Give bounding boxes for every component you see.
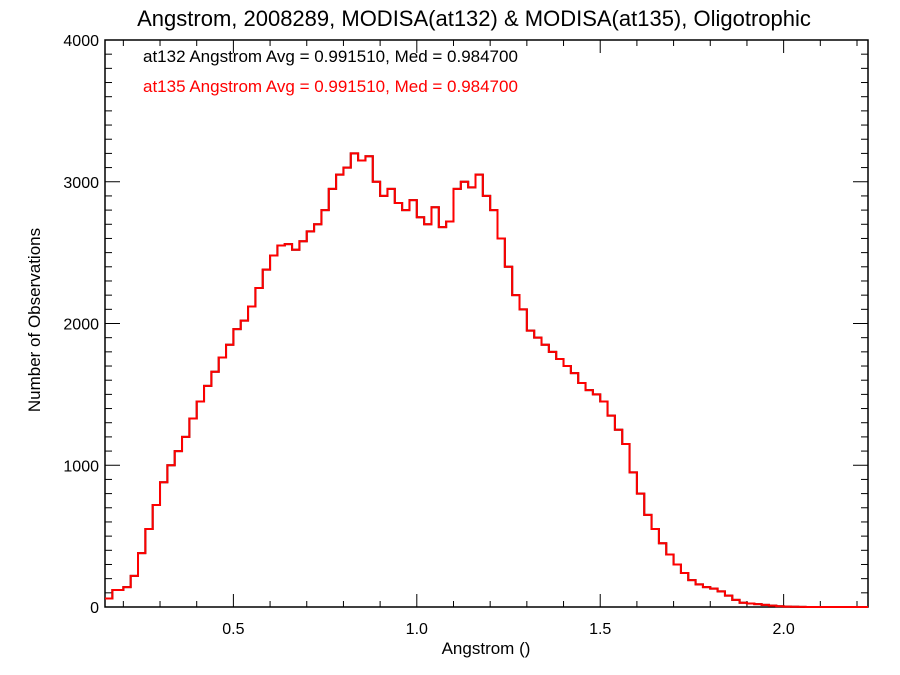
chart-title: Angstrom, 2008289, MODISA(at132) & MODIS… — [137, 6, 811, 31]
plot-frame — [104, 39, 869, 608]
x-tick-label: 1.0 — [406, 621, 428, 638]
x-tick-label: 1.5 — [589, 621, 611, 638]
x-tick-label: 0.5 — [222, 621, 244, 638]
y-tick-label: 3000 — [63, 175, 99, 192]
x-axis-label: Angstrom () — [442, 639, 531, 658]
annotation-at132: at132 Angstrom Avg = 0.991510, Med = 0.9… — [143, 47, 518, 66]
series-line-0 — [105, 152, 868, 608]
y-axis-label: Number of Observations — [25, 228, 44, 412]
x-axis-ticks — [122, 40, 858, 607]
x-tick-label: 2.0 — [773, 621, 795, 638]
y-tick-label: 2000 — [63, 317, 99, 334]
y-axis-ticks — [105, 39, 868, 608]
y-tick-label: 1000 — [63, 458, 99, 475]
x-axis-tick-labels: 0.5 1.0 1.5 2.0 — [222, 621, 795, 638]
y-tick-label: 0 — [90, 600, 99, 617]
series-line-1 — [105, 152, 868, 608]
series-layer — [105, 152, 868, 608]
y-tick-label: 4000 — [63, 33, 99, 50]
y-axis-tick-labels: 0 1000 2000 3000 4000 — [63, 33, 99, 617]
annotation-at135: at135 Angstrom Avg = 0.991510, Med = 0.9… — [143, 77, 518, 96]
plot-area — [104, 39, 869, 608]
